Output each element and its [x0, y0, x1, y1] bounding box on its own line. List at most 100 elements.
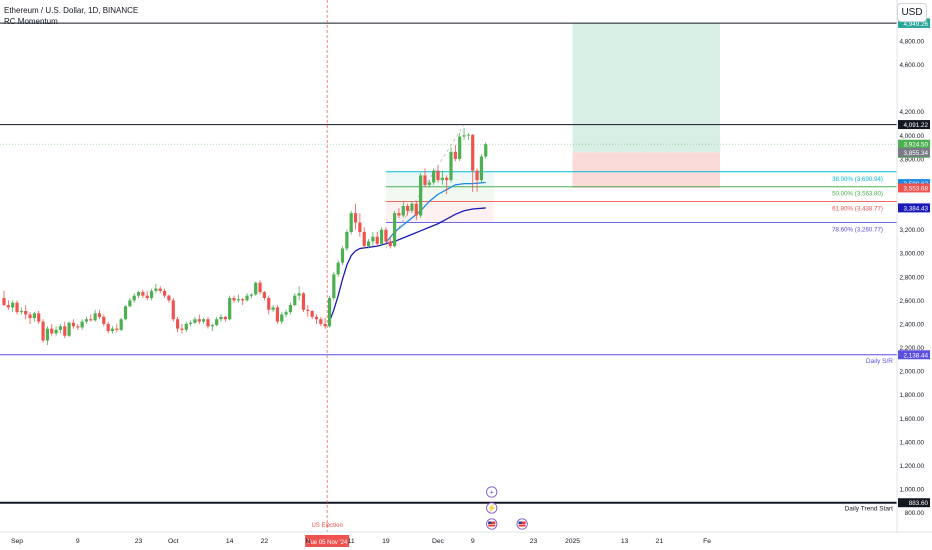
price-axis[interactable]: 800.00 1,000.00 1,200.00 1,400.00 1,600.00 1,…	[896, 0, 925, 532]
candle-body	[232, 298, 236, 301]
candle-body	[171, 300, 175, 320]
candle-body	[67, 322, 71, 336]
candle-body	[141, 292, 145, 296]
candle-body	[466, 134, 470, 136]
currency-button[interactable]: USD	[897, 3, 927, 22]
time-tick-label: 11	[348, 538, 355, 545]
time-tick-label: 21	[656, 538, 664, 545]
candle-body	[453, 151, 457, 159]
lightning-icon[interactable]	[486, 502, 498, 514]
price-tick-label: 2,400.00	[899, 321, 924, 328]
event-markers[interactable]: +⚡	[486, 486, 528, 530]
price-tick-label: 1,800.00	[899, 392, 924, 399]
candle-body	[197, 319, 201, 322]
candle-body	[37, 313, 41, 322]
time-tick-label: 14	[226, 538, 234, 545]
price-badge	[898, 183, 930, 193]
candle-body	[219, 316, 223, 320]
candle-body	[102, 316, 106, 324]
candle-body	[97, 313, 102, 317]
candle-body	[145, 295, 149, 299]
price-tick-label: 2,800.00	[899, 274, 924, 281]
time-tick-label: 13	[621, 538, 629, 545]
candle-body	[15, 302, 19, 313]
time-tick-label: 22	[261, 538, 269, 545]
candle-body	[393, 213, 397, 247]
candle-body	[423, 175, 427, 185]
price-badges: 4,951.834,091.222,138.44883.604,949.263,…	[898, 18, 930, 508]
candle-body	[414, 203, 418, 216]
flag-stripes	[488, 521, 496, 527]
candle-body	[267, 298, 271, 310]
candle-body	[93, 313, 97, 321]
candle-body	[28, 314, 32, 319]
candle-body	[132, 295, 136, 301]
candle-body	[427, 182, 431, 185]
candle-body	[89, 319, 93, 321]
time-axis[interactable]: Sep 9 23 Oct 14 22 N 11 19 Dec 9 23 2025 13 21 Fe	[0, 531, 932, 545]
fib-level-label: 38.00% (3,690.94)	[832, 176, 883, 183]
event-lines: US Election Tue 05 Nov '24	[305, 0, 350, 547]
candle-body	[249, 294, 253, 296]
candle-body	[436, 170, 440, 181]
time-tick-label: 23	[530, 538, 538, 545]
price-tick-label: 2,000.00	[899, 369, 924, 376]
price-tick-label: 3,200.00	[899, 227, 924, 234]
candle-body	[258, 282, 262, 293]
candle-body	[471, 134, 475, 171]
candle-body	[189, 322, 193, 324]
price-tick-label: 800.00	[905, 510, 925, 517]
candle-body	[184, 323, 188, 330]
candle-body	[353, 213, 358, 223]
price-tick-label: 2,200.00	[899, 345, 924, 352]
level-line-label: Daily Trend Start	[845, 506, 894, 513]
candle-body	[327, 298, 332, 327]
horizontal-levels[interactable]: Daily S/R Daily Trend Start	[0, 22, 897, 513]
candle-body	[223, 316, 227, 320]
fibonacci-retracement[interactable]: 38.00% (3,690.94) 50.00% (3,563.80) 61.80%…	[385, 124, 897, 249]
flag-canton	[488, 521, 492, 524]
candle-body	[401, 206, 405, 216]
price-badge	[898, 498, 930, 508]
plus-icon[interactable]	[486, 486, 498, 498]
candle-body	[110, 328, 115, 332]
time-tick-label: Oct	[168, 538, 179, 545]
event-date-badge-text: Tue 05 Nov '24	[307, 540, 348, 546]
candle-body	[297, 293, 301, 296]
candle-body	[106, 323, 110, 332]
candle-body	[241, 299, 245, 301]
candle-body	[245, 295, 249, 301]
price-tick-label: 3,800.00	[899, 156, 924, 163]
price-tick-label: 4,800.00	[899, 39, 924, 46]
price-badge	[898, 120, 930, 130]
candle-body	[379, 229, 384, 244]
price-badge-text: 2,138.44	[903, 352, 928, 359]
candle-body	[193, 319, 197, 323]
candle-body	[136, 292, 141, 296]
price-badge-text: 3,384.43	[903, 205, 928, 212]
candle-body	[45, 328, 49, 341]
time-tick-label: 19	[382, 538, 390, 545]
candle-body	[119, 319, 123, 330]
candle-body	[215, 319, 219, 326]
candle-body	[419, 175, 423, 216]
candle-body	[288, 305, 293, 313]
price-badge	[898, 147, 930, 157]
candle-body	[41, 321, 45, 341]
ma-line	[328, 207, 486, 322]
price-badge	[898, 203, 930, 213]
candle-body	[275, 307, 280, 322]
candle-body	[449, 151, 453, 181]
price-badge-text: 4,949.26	[903, 21, 928, 28]
candle-body	[345, 231, 349, 249]
candle-body	[228, 298, 232, 320]
candle-body	[323, 323, 327, 327]
candle-body	[293, 295, 297, 306]
candle-body	[180, 328, 184, 330]
candle-body	[32, 313, 36, 319]
price-badge	[898, 18, 930, 28]
candle-body	[432, 170, 436, 183]
candle-body	[397, 213, 401, 216]
candle-body	[271, 307, 275, 310]
